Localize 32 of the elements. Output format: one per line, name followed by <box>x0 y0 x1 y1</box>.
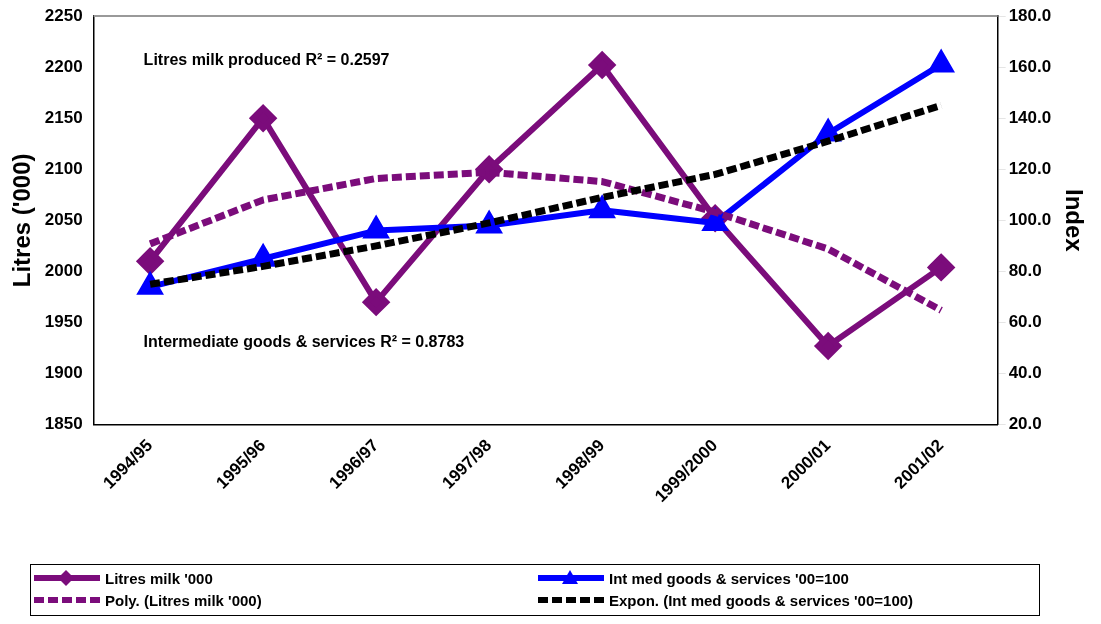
y-axis-title: Litres ('000) <box>8 153 36 288</box>
y-tick-label: 2200 <box>44 56 83 76</box>
y2-tick-label: 120.0 <box>1008 158 1052 178</box>
y-tick-label: 1900 <box>44 363 83 383</box>
y-tick-label: 2150 <box>44 107 83 127</box>
y-tick-label: 2050 <box>44 210 83 230</box>
y2-tick-label: 60.0 <box>1008 312 1042 332</box>
point <box>250 105 277 132</box>
point <box>363 289 390 316</box>
legend-label: Expon. (Int med goods & services '00=100) <box>609 591 914 609</box>
y-tick-label: 2100 <box>44 158 83 178</box>
y-tick-label: 1950 <box>44 312 83 332</box>
y2-axis-title: Index <box>1060 189 1088 253</box>
annotation: Litres milk produced R² = 0.2597 <box>143 51 390 69</box>
y2-tick-label: 180.0 <box>1008 5 1052 25</box>
legend-label: Int med goods & services '00=100 <box>609 569 849 587</box>
point <box>928 254 955 281</box>
y2-tick-label: 20.0 <box>1008 414 1042 434</box>
annotation: Intermediate goods & services R² = 0.8783 <box>143 333 465 351</box>
point <box>589 52 616 79</box>
y2-tick-label: 160.0 <box>1008 56 1052 76</box>
y-tick-label: 2000 <box>44 261 83 281</box>
y-tick-label: 1850 <box>44 414 83 434</box>
legend-label: Poly. (Litres milk '000) <box>105 591 262 609</box>
y2-tick-label: 80.0 <box>1008 261 1042 281</box>
point <box>815 333 842 360</box>
y2-tick-label: 140.0 <box>1008 107 1052 127</box>
y2-tick-label: 40.0 <box>1008 363 1042 383</box>
legend-label: Litres milk '000 <box>105 569 213 587</box>
y2-tick-label: 100.0 <box>1008 210 1052 230</box>
point <box>137 248 164 275</box>
y-tick-label: 2250 <box>44 5 83 25</box>
